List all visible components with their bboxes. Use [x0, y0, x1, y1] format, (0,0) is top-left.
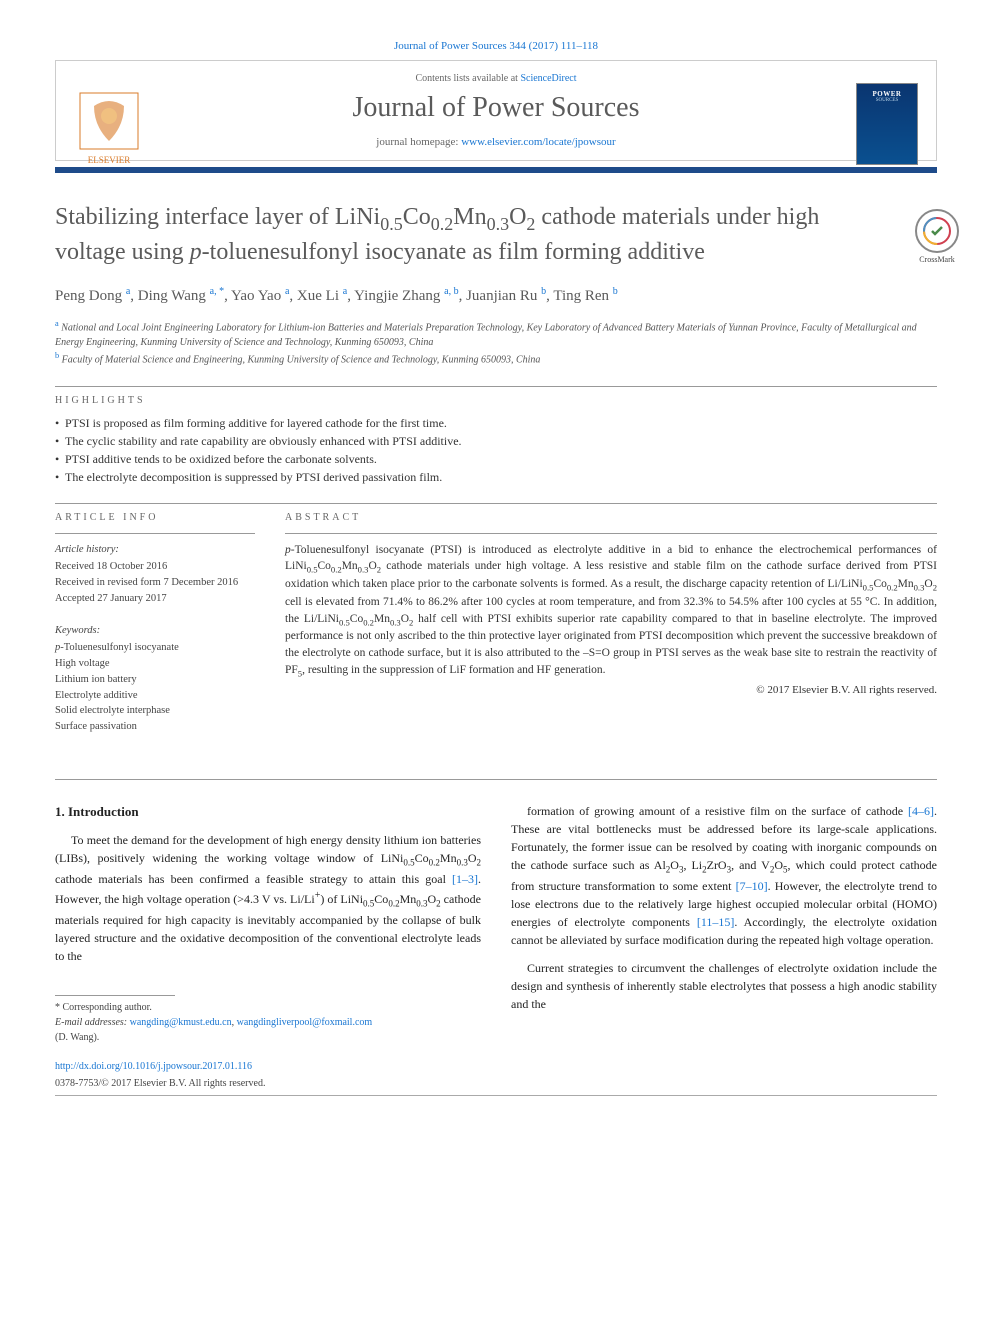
divider [55, 386, 937, 387]
divider [55, 533, 255, 534]
elsevier-logo: ELSEVIER [74, 91, 144, 166]
body-paragraph: To meet the demand for the development o… [55, 831, 481, 965]
email-link[interactable]: wangding@kmust.edu.cn [130, 1017, 232, 1028]
journal-cover-thumbnail: POWER SOURCES [856, 83, 918, 165]
keyword-item: Solid electrolyte interphase [55, 703, 255, 719]
highlight-item: PTSI additive tends to be oxidized befor… [55, 452, 937, 467]
cover-title: POWER [857, 84, 917, 98]
email-link[interactable]: wangdingliverpool@foxmail.com [237, 1017, 373, 1028]
affiliation-line: a National and Local Joint Engineering L… [55, 318, 937, 350]
footnote-divider [55, 995, 175, 996]
highlights-list: PTSI is proposed as film forming additiv… [55, 416, 937, 485]
article-info-label: article info [55, 512, 255, 523]
homepage-link[interactable]: www.elsevier.com/locate/jpowsour [461, 136, 615, 148]
divider [55, 779, 937, 780]
highlight-item: The cyclic stability and rate capability… [55, 434, 937, 449]
crossmark-badge[interactable]: CrossMark [907, 209, 967, 269]
keyword-item: Lithium ion battery [55, 672, 255, 688]
contents-available: Contents lists available at ScienceDirec… [76, 73, 916, 84]
abstract-text: p-Toluenesulfonyl isocyanate (PTSI) is i… [285, 542, 937, 680]
body-columns: 1. Introduction To meet the demand for t… [55, 802, 937, 1091]
issn-copyright: 0378-7753/© 2017 Elsevier B.V. All right… [55, 1076, 481, 1091]
keyword-item: Electrolyte additive [55, 688, 255, 704]
keyword-item: High voltage [55, 656, 255, 672]
journal-title: Journal of Power Sources [76, 92, 916, 124]
header-divider-bar [55, 167, 937, 173]
journal-homepage: journal homepage: www.elsevier.com/locat… [76, 136, 916, 148]
abstract-copyright: © 2017 Elsevier B.V. All rights reserved… [285, 684, 937, 696]
doi-link[interactable]: http://dx.doi.org/10.1016/j.jpowsour.201… [55, 1059, 481, 1074]
page-bottom-rule [55, 1095, 937, 1096]
keyword-item: Surface passivation [55, 719, 255, 735]
highlight-item: PTSI is proposed as film forming additiv… [55, 416, 937, 431]
authors-list: Peng Dong a, Ding Wang a, *, Yao Yao a, … [55, 284, 937, 308]
body-paragraph: Current strategies to circumvent the cha… [511, 959, 937, 1013]
affiliation-line: b Faculty of Material Science and Engine… [55, 350, 937, 367]
keywords-block: Keywords: p-Toluenesulfonyl isocyanateHi… [55, 623, 255, 735]
article-info-column: article info Article history: Received 1… [55, 512, 255, 751]
journal-header: ELSEVIER POWER SOURCES Contents lists av… [55, 60, 937, 161]
svg-text:ELSEVIER: ELSEVIER [88, 155, 131, 165]
keyword-item: p-Toluenesulfonyl isocyanate [55, 640, 255, 656]
body-column-right: formation of growing amount of a resisti… [511, 802, 937, 1091]
article-title: Stabilizing interface layer of LiNi0.5Co… [55, 201, 937, 268]
cover-subtitle: SOURCES [857, 98, 917, 103]
divider [285, 533, 937, 534]
highlight-item: The electrolyte decomposition is suppres… [55, 470, 937, 485]
citation-reference: Journal of Power Sources 344 (2017) 111–… [55, 40, 937, 52]
abstract-label: abstract [285, 512, 937, 523]
crossmark-label: CrossMark [907, 255, 967, 266]
section-heading: 1. Introduction [55, 802, 481, 822]
highlights-label: highlights [55, 395, 937, 406]
affiliations: a National and Local Joint Engineering L… [55, 318, 937, 368]
article-history: Article history: Received 18 October 201… [55, 542, 255, 607]
body-column-left: 1. Introduction To meet the demand for t… [55, 802, 481, 1091]
body-paragraph: formation of growing amount of a resisti… [511, 802, 937, 949]
corresponding-author-note: * Corresponding author. E-mail addresses… [55, 1000, 481, 1045]
abstract-column: abstract p-Toluenesulfonyl isocyanate (P… [285, 512, 937, 751]
divider [55, 503, 937, 504]
sciencedirect-link[interactable]: ScienceDirect [520, 73, 576, 84]
